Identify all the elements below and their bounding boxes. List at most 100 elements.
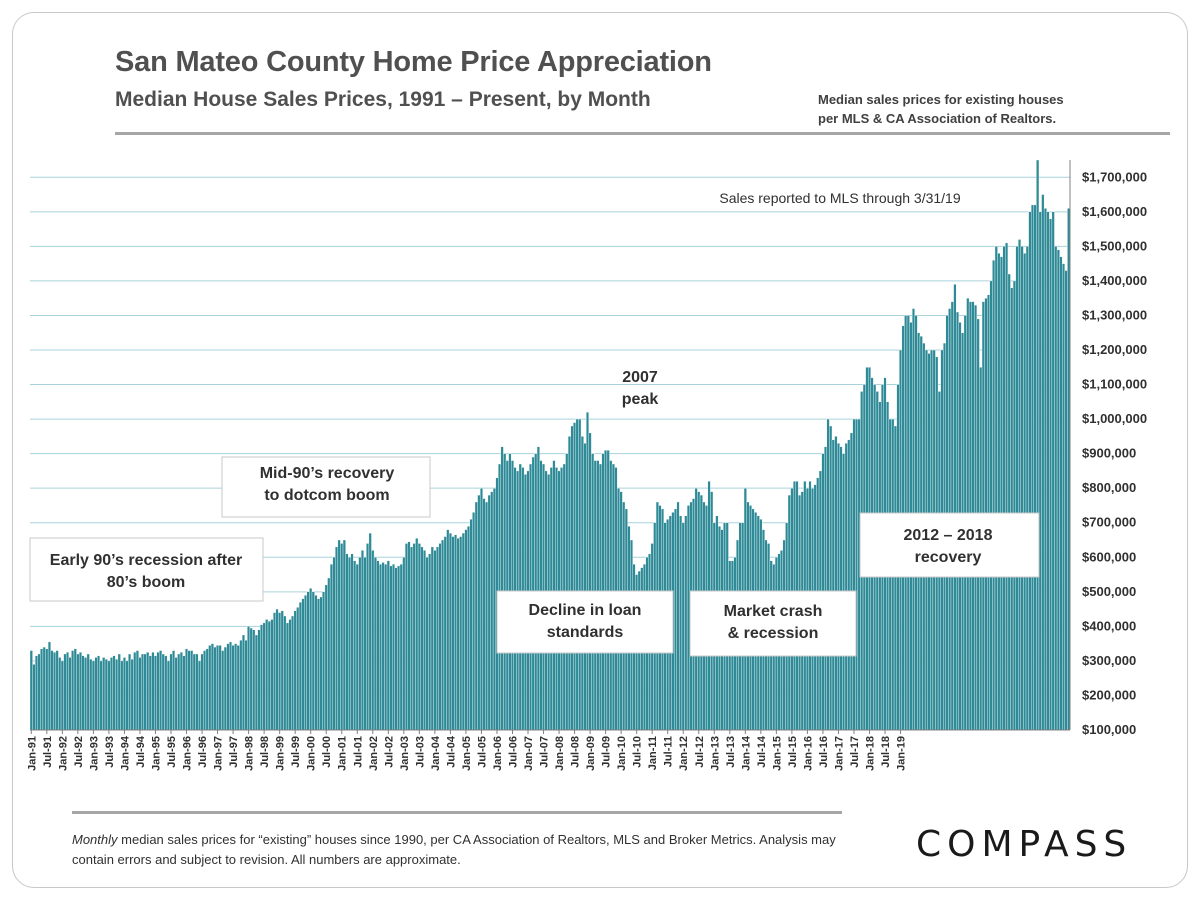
bar xyxy=(66,652,69,731)
annotation-box xyxy=(221,456,431,518)
bar xyxy=(953,284,957,731)
y-tick-label: $1,000,000 xyxy=(1082,411,1147,426)
bar xyxy=(464,529,468,731)
bar xyxy=(337,539,341,731)
annotation-text: 2012 – 2018 xyxy=(904,527,993,544)
bar xyxy=(236,645,240,731)
bar xyxy=(285,622,289,731)
bar xyxy=(40,648,44,731)
x-tick-label: Jul-13 xyxy=(725,736,737,768)
bar xyxy=(1062,263,1066,731)
x-tick-label: Jan-06 xyxy=(492,736,504,771)
bar xyxy=(309,588,313,731)
bar xyxy=(1043,208,1047,731)
bar xyxy=(329,564,333,731)
bar xyxy=(350,553,354,731)
bar xyxy=(992,260,996,731)
bar xyxy=(392,564,395,731)
x-tick-label: Jul-16 xyxy=(818,736,830,768)
bar xyxy=(461,532,465,731)
bar xyxy=(567,436,571,731)
x-tick-label: Jan-07 xyxy=(523,736,535,771)
bar xyxy=(231,645,235,731)
early-90s-recession-label: Early 90’s recession after 80’s boom xyxy=(29,537,264,602)
bar xyxy=(490,491,494,731)
bar xyxy=(1015,246,1019,731)
bar xyxy=(570,425,574,731)
bar xyxy=(340,543,344,731)
bar xyxy=(316,598,320,731)
x-tick-label: Jan-08 xyxy=(554,736,566,771)
bar xyxy=(606,450,610,731)
bar xyxy=(128,653,132,731)
footnote: Monthly median sales prices for “existin… xyxy=(72,830,862,870)
bar xyxy=(1041,194,1045,731)
bar xyxy=(394,567,398,731)
bar xyxy=(97,655,101,731)
bar xyxy=(135,650,139,731)
bar xyxy=(112,655,116,731)
x-tick-label: Jan-01 xyxy=(337,736,349,771)
bar xyxy=(187,650,191,731)
x-tick-label: Jul-07 xyxy=(539,736,551,768)
bar xyxy=(674,508,677,731)
bar xyxy=(306,591,310,731)
bar xyxy=(55,650,59,731)
bar xyxy=(262,622,266,731)
bar xyxy=(60,660,64,731)
y-tick-label: $1,300,000 xyxy=(1082,307,1147,322)
bar xyxy=(213,646,217,731)
x-tick-label: Jul-94 xyxy=(135,735,147,768)
x-tick-label: Jul-97 xyxy=(228,736,240,768)
bar xyxy=(239,640,243,731)
compass-logo: COMPASS xyxy=(916,824,1133,865)
x-tick-label: Jul-14 xyxy=(756,735,768,768)
bar xyxy=(893,425,897,731)
y-tick-label: $500,000 xyxy=(1082,584,1136,599)
x-tick-label: Jan-99 xyxy=(275,736,287,771)
bar xyxy=(430,546,434,731)
x-tick-label: Jan-18 xyxy=(865,736,877,771)
source-note-line-2: per MLS & CA Association of Realtors. xyxy=(818,111,1057,126)
bar xyxy=(1056,249,1060,731)
bar xyxy=(586,412,589,731)
bar xyxy=(355,564,359,731)
annotation-box xyxy=(689,590,857,657)
bar xyxy=(182,655,186,731)
x-tick-label: Jan-93 xyxy=(88,736,100,771)
bar xyxy=(836,443,840,731)
bar xyxy=(169,653,173,731)
y-tick-label: $1,400,000 xyxy=(1082,273,1147,288)
bar xyxy=(997,253,1001,731)
bar xyxy=(381,562,385,731)
bar xyxy=(679,515,683,731)
bar xyxy=(686,505,690,731)
bar xyxy=(999,256,1003,731)
bar xyxy=(260,624,264,731)
x-tick-label: Jul-01 xyxy=(352,736,364,768)
bar xyxy=(110,657,113,731)
bar xyxy=(122,657,126,731)
annotation-text: Decline in loan xyxy=(529,602,642,619)
x-tick-label: Jul-02 xyxy=(383,736,395,768)
bar xyxy=(1025,246,1029,731)
bar xyxy=(379,564,383,731)
bar xyxy=(451,536,455,731)
y-tick-label: $800,000 xyxy=(1082,480,1136,495)
bar xyxy=(1012,280,1016,731)
x-tick-label: Jul-15 xyxy=(787,736,799,768)
x-tick-label: Jan-11 xyxy=(647,736,659,770)
bar xyxy=(604,450,608,731)
x-tick-label: Jan-00 xyxy=(306,736,318,771)
y-tick-label: $400,000 xyxy=(1082,618,1136,633)
bar xyxy=(1007,273,1011,731)
annotation-text: Mid-90’s recovery xyxy=(260,465,395,482)
bar xyxy=(146,652,150,731)
bar xyxy=(143,653,147,731)
bar xyxy=(273,612,276,731)
bar xyxy=(47,641,51,731)
bar xyxy=(438,543,442,731)
top-divider xyxy=(115,132,1170,135)
bar xyxy=(99,660,103,731)
x-tick-label: Jul-12 xyxy=(694,736,706,768)
